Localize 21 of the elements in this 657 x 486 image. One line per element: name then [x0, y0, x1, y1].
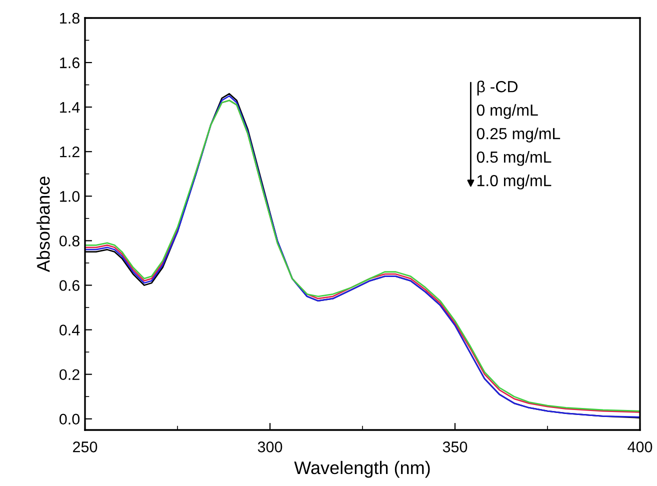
y-tick-label: 0.6	[60, 280, 80, 291]
annotation: 0 mg/mL	[476, 104, 538, 119]
y-tick-label: 0.8	[60, 236, 80, 246]
y-tick-label: 1.8	[60, 12, 80, 24]
annotation: 1.0 mg/mL	[477, 174, 552, 190]
x-axis-title: Wavelength (nm)	[294, 460, 430, 478]
y-tick-label: 1.2	[60, 146, 80, 158]
y-tick-label: 1.4	[60, 102, 80, 113]
y-tick-label: 0.4	[60, 324, 80, 336]
y-axis-title: Absorbance	[36, 176, 50, 272]
annotation: 0.5 mg/mL	[476, 151, 552, 166]
x-tick-label: 250	[73, 442, 98, 452]
annotation: β -CD	[477, 80, 518, 96]
y-tick-label: 0.2	[60, 369, 80, 380]
y-tick-label: 1.6	[60, 57, 80, 68]
x-tick-label: 350	[442, 442, 468, 452]
y-tick-label: 1.0	[60, 191, 80, 202]
annotation: 0.25 mg/mL	[476, 128, 560, 142]
x-tick-label: 300	[258, 442, 282, 452]
x-tick-label: 400	[628, 442, 652, 452]
y-tick-label: 0.0	[60, 414, 80, 425]
